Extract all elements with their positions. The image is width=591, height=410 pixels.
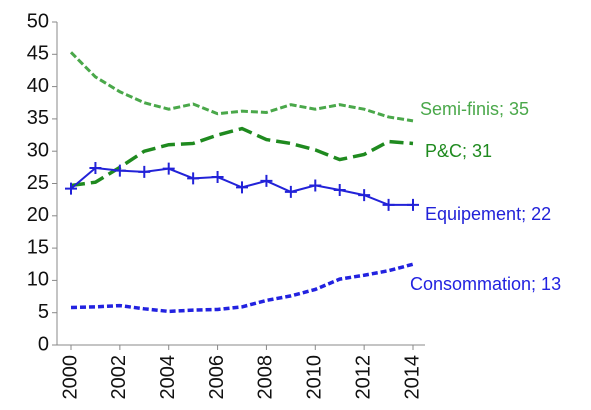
y-tick-label: 50 bbox=[27, 10, 49, 32]
point-marker bbox=[187, 172, 200, 185]
series-label: Consommation; 13 bbox=[410, 274, 561, 294]
y-tick-label: 20 bbox=[27, 204, 49, 226]
point-marker bbox=[284, 185, 297, 198]
y-tick-label: 35 bbox=[27, 107, 49, 129]
y-tick-label: 45 bbox=[27, 43, 49, 65]
x-tick-label: 2000 bbox=[59, 355, 81, 400]
point-marker bbox=[333, 183, 346, 196]
y-tick-label: 25 bbox=[27, 172, 49, 194]
x-tick-label: 2008 bbox=[255, 355, 277, 400]
point-marker bbox=[89, 161, 102, 174]
point-marker bbox=[113, 164, 126, 177]
y-tick-label: 10 bbox=[27, 269, 49, 291]
point-marker bbox=[309, 179, 322, 192]
point-marker bbox=[211, 171, 224, 184]
y-tick-label: 0 bbox=[38, 333, 49, 355]
point-marker bbox=[382, 198, 395, 211]
series-label: P&C; 31 bbox=[425, 141, 492, 161]
point-marker bbox=[65, 182, 77, 195]
y-tick-label: 40 bbox=[27, 75, 49, 97]
point-marker bbox=[407, 198, 419, 211]
x-tick-label: 2010 bbox=[304, 355, 326, 400]
y-tick-label: 15 bbox=[27, 236, 49, 258]
x-tick-label: 2002 bbox=[108, 355, 130, 400]
x-tick-label: 2014 bbox=[401, 355, 423, 400]
point-marker bbox=[358, 189, 371, 202]
y-tick-label: 30 bbox=[27, 139, 49, 161]
series-label: Equipement; 22 bbox=[425, 204, 551, 224]
x-tick-label: 2004 bbox=[157, 355, 179, 400]
y-tick-label: 5 bbox=[38, 301, 49, 323]
point-marker bbox=[236, 181, 248, 194]
point-marker bbox=[162, 162, 175, 175]
x-tick-label: 2012 bbox=[352, 355, 374, 400]
series-line bbox=[70, 126, 414, 188]
series-line bbox=[69, 51, 414, 123]
point-marker bbox=[138, 165, 151, 178]
series-line bbox=[70, 262, 414, 314]
series-label: Semi-finis; 35 bbox=[420, 99, 529, 119]
point-marker bbox=[260, 174, 273, 187]
x-tick-label: 2006 bbox=[206, 355, 228, 400]
